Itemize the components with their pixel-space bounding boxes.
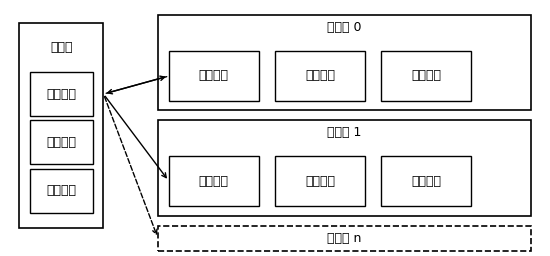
Text: 收发单元: 收发单元 (199, 69, 229, 82)
Text: 收发单元: 收发单元 (199, 175, 229, 188)
Text: 仲裁单元: 仲裁单元 (46, 184, 76, 197)
Text: 主控端: 主控端 (50, 41, 73, 54)
Text: 定时单元: 定时单元 (305, 69, 335, 82)
Bar (381, 51, 471, 101)
Bar (158, 15, 531, 111)
Text: 仲裁单元: 仲裁单元 (411, 175, 441, 188)
Text: 收发单元: 收发单元 (46, 88, 76, 101)
Text: 定时单元: 定时单元 (305, 175, 335, 188)
Bar (19, 23, 103, 228)
Text: 受控端 n: 受控端 n (327, 232, 361, 245)
Bar (381, 156, 471, 206)
Bar (30, 120, 92, 164)
Bar (169, 51, 258, 101)
Bar (158, 226, 531, 251)
Bar (275, 156, 365, 206)
Bar (30, 169, 92, 212)
Bar (169, 156, 258, 206)
Text: 受控端 1: 受控端 1 (327, 126, 361, 139)
Text: 定时单元: 定时单元 (46, 136, 76, 149)
Text: 受控端 0: 受控端 0 (327, 21, 362, 34)
Bar (275, 51, 365, 101)
Bar (30, 72, 92, 116)
Text: 仲裁单元: 仲裁单元 (411, 69, 441, 82)
Bar (158, 121, 531, 216)
